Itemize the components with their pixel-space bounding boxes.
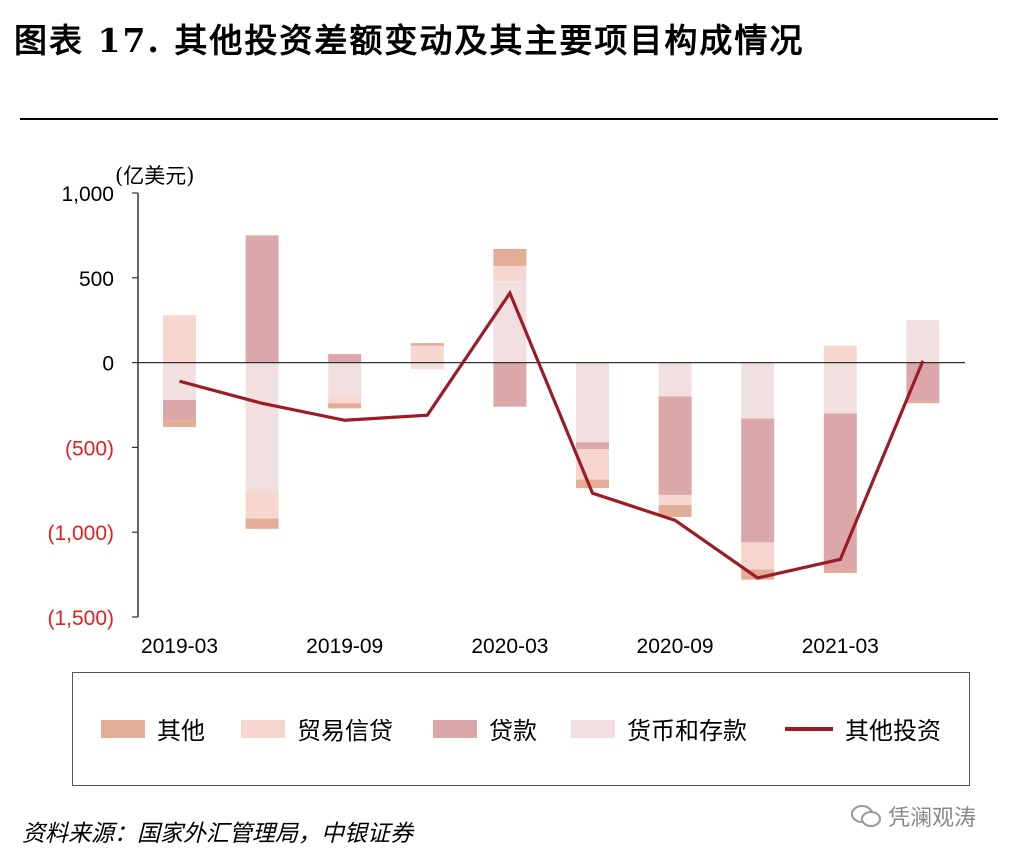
legend-label-other-investment: 其他投资 [845,717,941,745]
legend-label-loans: 贷款 [489,717,537,745]
bar-group [163,235,940,580]
bar-segment [245,518,279,529]
legend-swatch-currency-deposits [571,719,615,738]
bar-segment [741,569,775,580]
bar-segment [823,569,857,573]
title-divider [20,118,998,120]
bar-segment [658,505,692,517]
legend-item-other: 其他 [101,711,205,746]
legend-swatch-loans [433,719,477,738]
y-tick-label: (1,500) [47,607,114,630]
y-tick-label: 0 [102,353,114,376]
bar-segment [328,396,362,404]
x-tick-label: 2020-03 [471,635,548,658]
bar-segment [245,235,279,363]
watermark-text: 凭澜观涛 [888,806,977,831]
bar-segment [823,413,857,570]
bar-segment [741,362,775,419]
bar-segment [328,354,362,363]
legend: 其他 贸易信贷 贷款 货币和存款 其他投资 [72,672,970,786]
bar-segment [823,362,857,414]
bar-segment [410,343,444,346]
bar-segment [493,362,527,407]
source-note: 资料来源：国家外汇管理局，中银证券 [22,821,413,847]
bar-segment [410,362,444,370]
bar-segment [163,420,196,428]
legend-item-currency-deposits: 货币和存款 [571,711,747,746]
bar-segment [741,418,775,543]
y-tick-label: (1,000) [47,522,114,545]
bar-segment [576,479,609,489]
legend-swatch-other [101,719,145,738]
legend-item-loans: 贷款 [433,711,537,746]
x-tick-label: 2020-09 [637,635,714,658]
bar-segment [328,362,362,397]
bar-segment [906,401,940,404]
y-tick-label: (500) [65,437,114,460]
legend-label-currency-deposits: 货币和存款 [627,717,747,745]
line-group [179,289,925,580]
bar-segment [823,345,857,363]
y-tick-label: 1,000 [61,183,114,206]
bar-segment [493,265,527,282]
legend-label-other: 其他 [157,717,205,745]
bar-segment [328,403,362,409]
legend-label-trade-credit: 贸易信贷 [297,717,393,745]
axes-group: 1,000 500 0 (500) (1,000) (1,500) 2019-03 2019-… [47,183,965,658]
x-tick-label: 2019-09 [306,635,383,658]
watermark: 凭澜观涛 [850,800,976,832]
x-tick-label: 2019-03 [141,635,218,658]
bar-segment [658,362,692,397]
wechat-icon [851,805,881,827]
legend-item-other-investment: 其他投资 [785,711,941,746]
line-other-investment [179,289,925,580]
chart-canvas: 1,000 500 0 (500) (1,000) (1,500) 2019-03 2019-… [47,183,965,658]
bar-segment [906,320,940,363]
bar-segment [576,442,609,450]
bar-segment [741,542,775,570]
bar-segment [493,248,527,266]
chart-title: 图表 17. 其他投资差额变动及其主要项目构成情况 [14,21,805,60]
legend-swatch-trade-credit [241,719,285,738]
bar-segment [906,362,940,402]
bar-segment [576,362,609,443]
legend-item-trade-credit: 贸易信贷 [241,711,393,746]
bar-segment [245,491,279,519]
y-tick-label: 500 [79,268,114,291]
legend-swatch-other-investment [785,726,833,731]
bar-segment [245,362,279,492]
bar-segment [163,399,196,421]
unit-label: (亿美元) [115,164,195,188]
bar-segment [658,494,692,506]
x-tick-label: 2021-03 [802,635,879,658]
bar-segment [163,315,196,363]
bar-segment [658,396,692,495]
bar-segment [410,345,444,363]
